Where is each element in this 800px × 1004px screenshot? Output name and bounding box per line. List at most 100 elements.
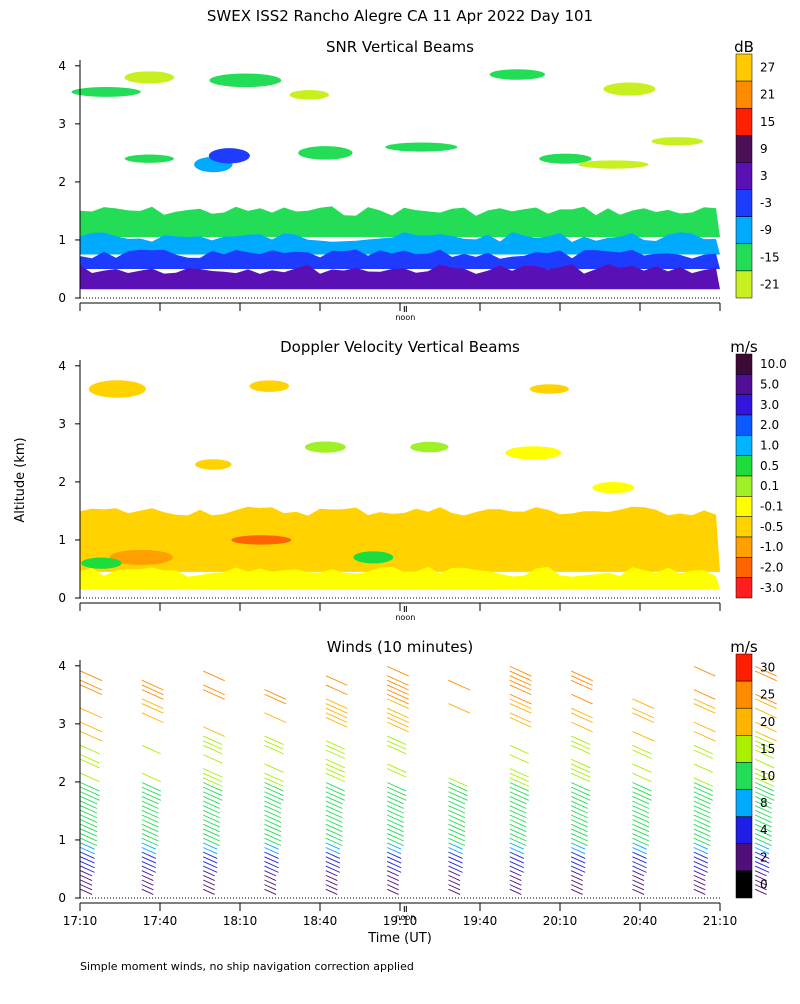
contour-patch	[592, 482, 635, 494]
panel-doppler: Doppler Velocity Vertical Beams 0 1 2 3 4 noon…	[58, 338, 786, 622]
x-tick-label: 17:10	[63, 914, 98, 928]
wind-barb	[386, 679, 409, 691]
wind-barb	[693, 791, 713, 801]
wind-barb	[570, 679, 593, 691]
x-tick-label: 18:10	[223, 914, 258, 928]
wind-barb	[141, 833, 159, 842]
wind-barb	[203, 791, 223, 801]
wind-barb	[264, 819, 282, 828]
y-tick-label: 2	[58, 775, 66, 789]
wind-barb	[754, 693, 777, 705]
wind-barb	[325, 847, 341, 855]
wind-barb	[754, 823, 772, 833]
wind-barb	[325, 717, 348, 728]
contour-patch	[124, 154, 174, 163]
wind-barb	[386, 874, 399, 881]
wind-barb	[570, 865, 586, 873]
wind-barb	[203, 879, 215, 886]
wind-barb	[80, 847, 95, 855]
wind-barb	[80, 800, 98, 809]
wind-barb	[80, 786, 100, 797]
wind-barb	[325, 879, 338, 886]
wind-barb	[693, 763, 713, 773]
wind-barb	[80, 856, 95, 864]
wind-barb	[325, 828, 343, 837]
wind-barb	[632, 865, 647, 873]
wind-barb	[80, 796, 98, 805]
wind-barb	[264, 879, 277, 886]
wind-barb	[80, 782, 100, 792]
wind-barb	[325, 744, 346, 755]
colorbar-label: -0.5	[760, 520, 783, 534]
colorbar-label: 4	[760, 823, 768, 837]
wind-barb	[570, 819, 588, 828]
wind-barb	[754, 796, 772, 805]
wind-barb	[632, 814, 650, 823]
wind-barb	[754, 865, 770, 873]
wind-barb	[693, 689, 716, 700]
wind-barb	[203, 819, 220, 828]
wind-barb	[141, 800, 159, 809]
wind-barb	[754, 698, 777, 709]
colorbar-unit: m/s	[730, 638, 758, 656]
wind-barb	[448, 856, 463, 864]
wind-barb	[386, 665, 409, 677]
colorbar-label: -21	[760, 277, 780, 291]
wind-barb	[509, 833, 527, 842]
plot-area	[71, 69, 720, 290]
wind-barb	[386, 805, 404, 814]
colorbar-label: 3	[760, 169, 768, 183]
wind-barb	[325, 884, 338, 891]
wind-barb	[693, 861, 708, 869]
wind-barb	[386, 837, 404, 847]
wind-barb	[632, 842, 647, 850]
wind-barb	[448, 809, 466, 819]
wind-barb	[264, 833, 282, 842]
wind-barb	[754, 847, 770, 855]
wind-barb	[754, 800, 772, 809]
y-tick-label: 1	[58, 533, 66, 547]
wind-barb	[386, 717, 409, 728]
wind-barb	[264, 837, 282, 847]
colorbar-label: -15	[760, 250, 780, 264]
x-tick-label: 18:40	[303, 914, 338, 928]
wind-barb	[448, 847, 463, 855]
colorbar-label: 8	[760, 796, 768, 810]
wind-barb	[386, 768, 407, 778]
colorbar-label: 5.0	[760, 378, 779, 392]
wind-barb	[632, 791, 652, 801]
wind-barb	[754, 777, 775, 787]
wind-barb	[570, 809, 588, 819]
colorbar-swatch	[735, 435, 753, 456]
wind-barb	[203, 823, 220, 833]
colorbar-label: 10.0	[760, 357, 787, 371]
wind-barb	[448, 837, 466, 847]
contour-patch	[209, 73, 282, 88]
wind-barb	[203, 888, 215, 895]
wind-barb	[570, 851, 586, 859]
wind-barb	[264, 772, 284, 783]
wind-barb	[509, 670, 532, 682]
colorbar-label: -9	[760, 223, 772, 237]
wind-barb	[693, 809, 711, 819]
y-tick-label: 1	[58, 233, 66, 247]
wind-barb	[509, 874, 522, 881]
wind-barb	[141, 772, 162, 783]
wind-barb	[570, 740, 591, 750]
wind-barb	[570, 670, 593, 682]
page-title: SWEX ISS2 Rancho Alegre CA 11 Apr 2022 D…	[207, 7, 593, 25]
wind-barb	[325, 837, 343, 847]
wind-barb	[570, 721, 593, 733]
wind-barb	[448, 800, 466, 809]
wind-barb	[386, 786, 407, 797]
wind-barb	[754, 758, 775, 769]
wind-barb	[264, 828, 282, 837]
wind-barb	[141, 744, 162, 755]
contour-band	[80, 264, 720, 290]
wind-barb	[325, 758, 346, 769]
wind-barb	[264, 856, 279, 864]
wind-barb	[264, 884, 277, 891]
wind-barb	[448, 879, 461, 886]
wind-barb	[754, 791, 775, 801]
wind-barb	[141, 888, 154, 895]
